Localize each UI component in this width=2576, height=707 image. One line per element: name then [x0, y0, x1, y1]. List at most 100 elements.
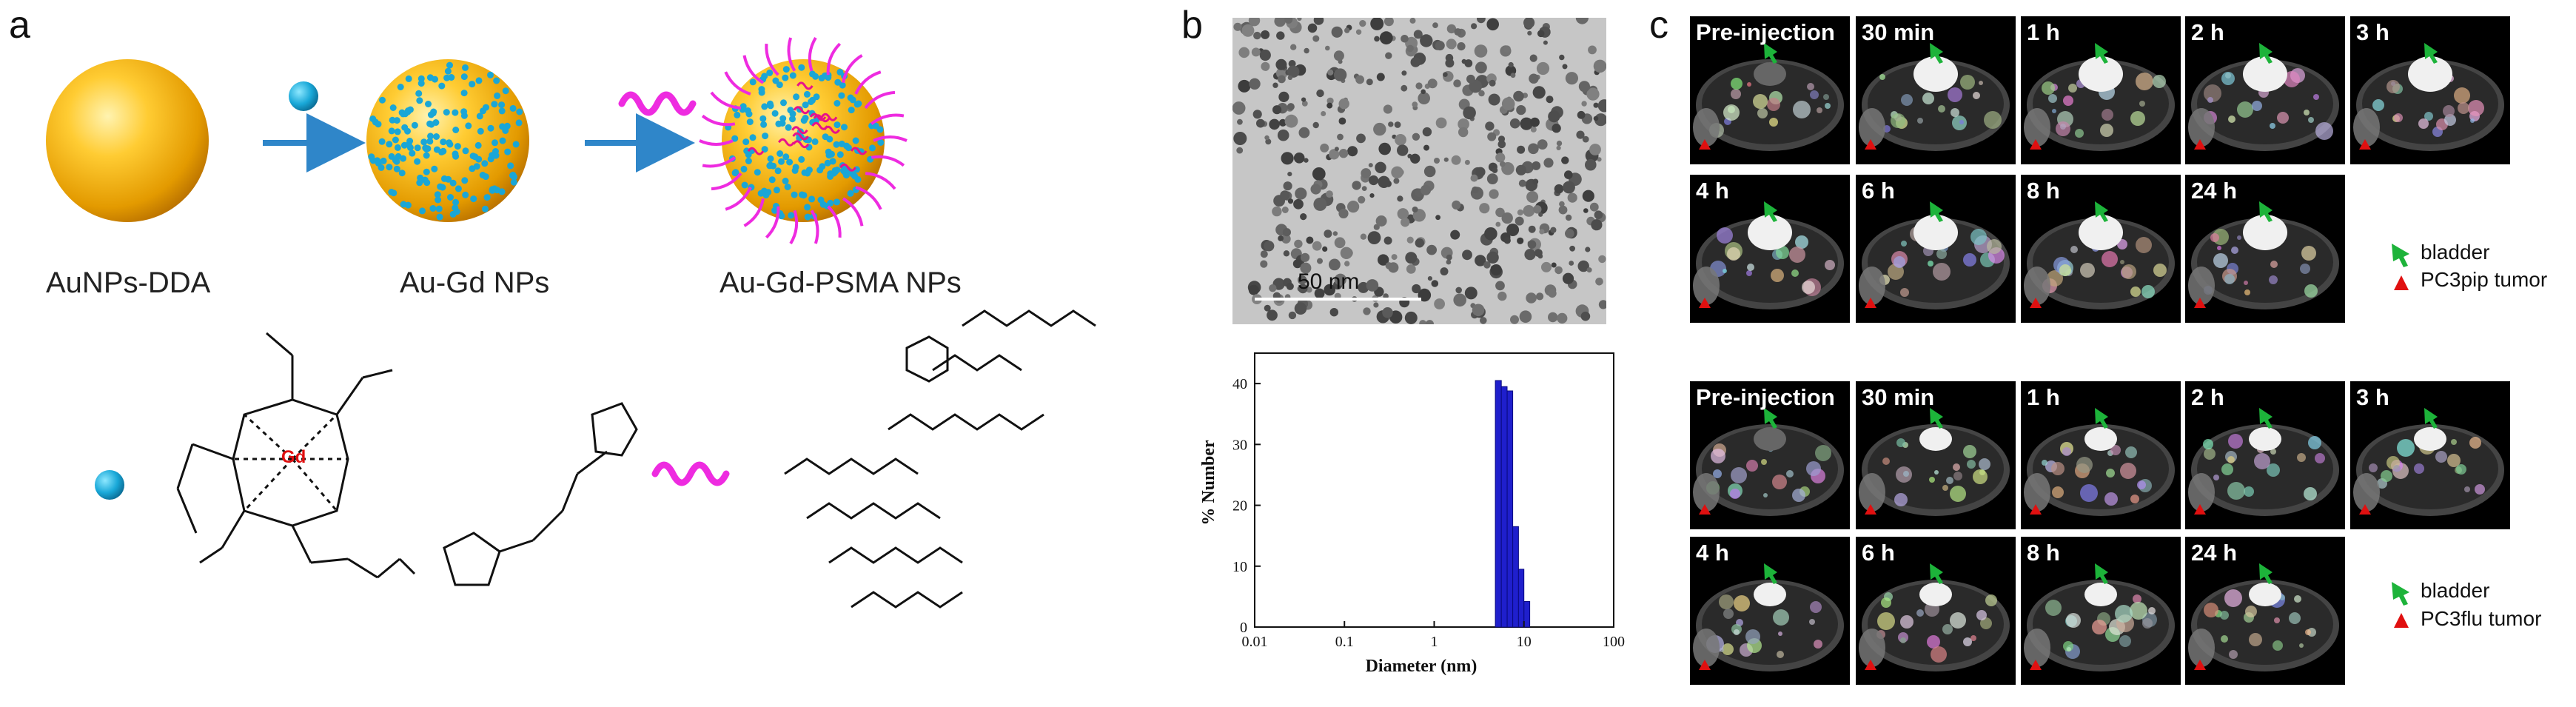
gd-dot — [773, 187, 780, 194]
nanoparticle — [1486, 173, 1498, 185]
nanoparticle — [1523, 205, 1535, 217]
gd-dota-structure — [176, 332, 638, 586]
nanoparticle — [1313, 18, 1324, 25]
gd-dot — [492, 139, 498, 147]
nanoparticle — [1495, 207, 1505, 218]
gd-dot — [449, 179, 457, 187]
gd-dot — [489, 186, 496, 193]
gd-dot — [433, 133, 440, 140]
gd-dot — [417, 75, 425, 82]
nanoparticle — [1434, 298, 1445, 309]
mri-time-label: 24 h — [2191, 540, 2238, 566]
mri-body-scan — [1693, 563, 1844, 671]
nanoparticle — [1404, 311, 1418, 324]
mri-body-scan — [1859, 563, 2010, 671]
nanoparticle — [1401, 35, 1409, 43]
nanoparticle — [1248, 18, 1261, 27]
mri-frame: 2 h — [2185, 16, 2345, 164]
nanoparticle — [1337, 133, 1344, 141]
nanoparticle — [1256, 118, 1265, 128]
gd-dot — [493, 77, 500, 84]
nanoparticle — [1293, 198, 1304, 210]
nanoparticle — [1297, 18, 1302, 21]
nanoparticle — [1497, 140, 1506, 149]
nanoparticle — [1561, 156, 1569, 164]
gd-dot — [833, 100, 841, 107]
nanoparticle — [1367, 231, 1381, 244]
y-tick-label: 20 — [1232, 498, 1247, 515]
nanoparticle — [1397, 144, 1409, 156]
gd-dot — [510, 178, 517, 186]
tumor-triangle-icon — [2194, 298, 2206, 308]
gd-dot — [416, 97, 423, 104]
bladder-arrow-icon — [2424, 43, 2438, 64]
gd-dot — [394, 144, 401, 151]
nanoparticle — [1503, 237, 1511, 244]
nanoparticle — [1471, 23, 1477, 30]
nanoparticle — [1454, 28, 1462, 36]
nanoparticle — [1340, 247, 1353, 259]
gd-dot — [388, 153, 395, 160]
tem-image: 50 nm — [1232, 18, 1606, 324]
nanoparticle — [1577, 110, 1586, 119]
gd-dot — [405, 75, 412, 82]
legend-dot-icon — [95, 470, 124, 500]
gd-dot — [414, 158, 421, 165]
mri-time-label: 30 min — [1862, 19, 1935, 45]
nanoparticle — [1543, 158, 1554, 168]
panel-label-b: b — [1181, 4, 1203, 47]
psma-chain-surface — [778, 138, 795, 147]
nanoparticle — [1383, 236, 1392, 245]
nanoparticle — [1518, 179, 1526, 187]
nanoparticle — [1280, 190, 1290, 201]
nanoparticle — [1382, 307, 1393, 318]
gd-dot — [784, 184, 791, 190]
nanoparticle — [1370, 18, 1384, 30]
nanoparticle — [1376, 73, 1385, 81]
nanoparticle — [1301, 252, 1310, 262]
nanoparticle — [1373, 122, 1386, 136]
nanoparticle — [1537, 139, 1548, 150]
nanoparticle — [1474, 44, 1488, 58]
mri-time-label: 8 h — [2027, 178, 2060, 204]
x-tick-label: 0.1 — [1335, 634, 1354, 650]
y-tick-label: 30 — [1232, 437, 1247, 453]
gd-dot — [460, 108, 468, 115]
gd-dot — [749, 134, 757, 141]
gd-dot — [435, 196, 442, 204]
nanoparticle — [1457, 42, 1466, 51]
nanoparticle — [1385, 52, 1392, 59]
gd-dot — [481, 160, 489, 167]
gd-dot — [785, 124, 792, 131]
nanoparticle — [1269, 118, 1280, 130]
nanoparticle — [1286, 282, 1294, 290]
nanoparticle — [1415, 82, 1423, 90]
nanoparticle — [1368, 163, 1373, 168]
psma-chain-surface — [850, 147, 868, 155]
psma-chain — [702, 156, 737, 168]
caption-au-gd-psma-nps: Au-Gd-PSMA NPs — [720, 267, 962, 299]
gd-dot — [848, 107, 855, 114]
nanoparticle — [1464, 159, 1470, 165]
mri-frame: 24 h — [2185, 175, 2345, 323]
nanoparticle — [1562, 272, 1574, 284]
gd-dot — [767, 161, 774, 169]
nanoparticle — [1249, 78, 1261, 90]
gd-dot — [368, 153, 375, 161]
nanoparticle — [1519, 310, 1532, 324]
nanoparticle — [1582, 190, 1594, 202]
gd-dot — [836, 68, 844, 76]
gd-dot — [777, 150, 784, 157]
legend-bottom-tumor: PC3flu tumor — [2421, 607, 2542, 630]
nanoparticle — [1338, 117, 1346, 125]
mri-body-scan — [2024, 43, 2175, 151]
nanoparticle — [1591, 219, 1603, 231]
nanoparticle — [1267, 309, 1278, 321]
nanoparticle — [1489, 79, 1496, 87]
nanoparticle — [1530, 126, 1537, 133]
nanoparticle — [1251, 47, 1261, 57]
gd-dot — [483, 194, 491, 201]
nanoparticle — [1391, 166, 1403, 178]
gd-dot — [803, 90, 811, 98]
gd-dot — [804, 213, 811, 221]
